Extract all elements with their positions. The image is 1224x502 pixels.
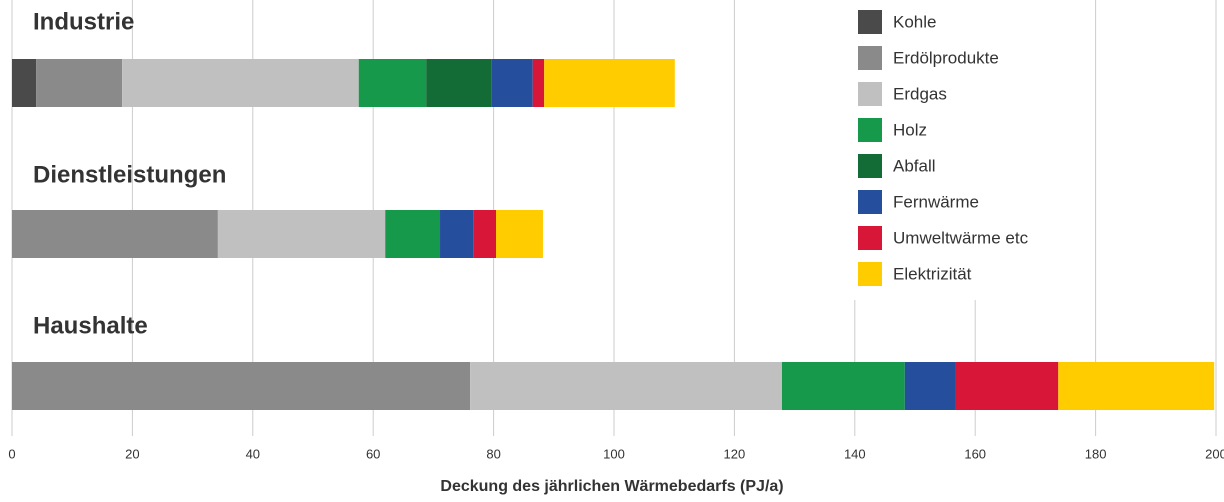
bar-segment [1058,362,1215,410]
legend-label: Elektrizität [893,264,972,283]
category-label: Haushalte [33,312,148,339]
legend-swatch [858,154,882,178]
bar-segment [904,362,956,410]
legend-swatch [858,262,882,286]
legend-label: Umweltwärme etc [893,228,1029,247]
x-tick-label: 180 [1085,446,1107,461]
bar-segment [440,210,474,258]
legend-swatch [858,118,882,142]
bar-segment [544,59,675,107]
bar-segment [385,210,441,258]
legend-label: Fernwärme [893,192,979,211]
x-axis-title: Deckung des jährlichen Wärmebedarfs (PJ/… [440,478,783,495]
legend-swatch [858,190,882,214]
legend-label: Erdgas [893,84,947,103]
legend-swatch [858,46,882,70]
bar-segment [781,362,905,410]
bar-segment [12,362,471,410]
x-tick-label: 160 [964,446,986,461]
category-label: Dienstleistungen [33,161,226,188]
bar-segment [470,362,782,410]
legend-background [845,0,1075,300]
bar-segment [358,59,427,107]
legend-swatch [858,82,882,106]
bar-segment [426,59,492,107]
x-tick-label: 20 [125,446,139,461]
bar-segment [473,210,497,258]
bar-segment [36,59,123,107]
bar-segment [12,210,218,258]
legend-label: Abfall [893,156,936,175]
x-tick-label: 40 [246,446,260,461]
x-tick-label: 0 [8,446,15,461]
legend-swatch [858,226,882,250]
bar-segment [955,362,1059,410]
bar-segment [122,59,359,107]
legend-label: Holz [893,120,927,139]
bar-segment [491,59,533,107]
x-tick-label: 100 [603,446,625,461]
legend-swatch [858,10,882,34]
legend-label: Erdölprodukte [893,48,999,67]
category-label: Industrie [33,8,134,35]
x-tick-label: 200 [1205,446,1224,461]
bar-segment [496,210,543,258]
legend-label: Kohle [893,12,936,31]
bar-segment [12,59,37,107]
x-tick-label: 140 [844,446,866,461]
bar-segment [532,59,545,107]
x-tick-label: 80 [486,446,500,461]
bar-segment [217,210,386,258]
x-tick-label: 60 [366,446,380,461]
x-tick-label: 120 [724,446,746,461]
